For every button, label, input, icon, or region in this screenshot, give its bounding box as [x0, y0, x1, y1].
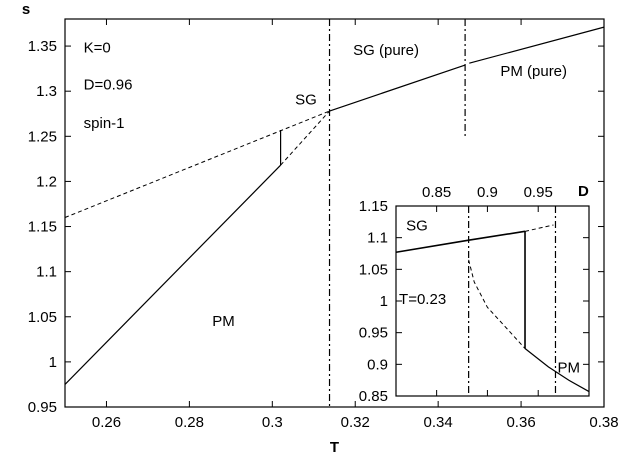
main-ytick-label: 1.3: [36, 83, 57, 100]
inset-ytick-label: 1.05: [359, 261, 388, 278]
inset-ytick-label: 1: [380, 293, 388, 310]
inset-series-line: [524, 348, 590, 393]
main-xtick-label: 0.26: [92, 414, 121, 431]
main-series-line: [64, 110, 330, 218]
inset-xtick-label: 0.85: [422, 184, 451, 201]
x-axis-label: T: [330, 439, 339, 456]
y-axis-label: s: [22, 1, 30, 18]
main-plot-frame: [64, 18, 605, 408]
main-xtick-label: 0.32: [341, 414, 370, 431]
main-region-label: SG (pure): [353, 42, 419, 59]
main-series-line: [329, 64, 466, 112]
main-region-label: PM: [212, 313, 235, 330]
inset-series-line: [395, 230, 526, 254]
main-xtick-label: 0.3: [262, 414, 283, 431]
inset-region-label: T=0.23: [399, 291, 446, 308]
main-region-label: PM (pure): [500, 63, 567, 80]
inset-plot-frame: [395, 205, 590, 397]
main-region-label: SG: [295, 92, 317, 109]
main-ytick-label: 1.05: [28, 309, 57, 326]
main-xtick-label: 0.36: [506, 414, 535, 431]
inset-ytick-label: 0.95: [359, 325, 388, 342]
main-region-label: K=0: [84, 39, 111, 56]
main-ytick-label: 1.25: [28, 128, 57, 145]
inset-chart: 0.85 0.9 0.95 1 1.05 1.1 1.15 0.85 0.9 0.95 SG T=0.…: [359, 183, 590, 405]
main-xtick-label: 0.28: [175, 414, 204, 431]
inset-ytick-label: 0.9: [367, 356, 388, 373]
main-ytick-label: 1.35: [28, 38, 57, 55]
main-series-line: [280, 110, 330, 166]
main-ytick-label: 1.15: [28, 219, 57, 236]
main-ytick-label: 1.2: [36, 173, 57, 190]
inset-ytick-label: 1.15: [359, 198, 388, 215]
main-series-line: [64, 164, 282, 385]
inset-ytick-label: 1.1: [367, 230, 388, 247]
inset-ytick-label: 0.85: [359, 388, 388, 405]
main-ytick-label: 0.95: [28, 399, 57, 416]
main-xtick-label: 0.34: [424, 414, 453, 431]
main-ytick-label: 1.1: [36, 264, 57, 281]
inset-series-line: [524, 224, 554, 232]
main-ytick-label: 1: [49, 354, 57, 371]
inset-series-line: [468, 259, 526, 349]
main-xtick-label: 0.38: [589, 414, 618, 431]
inset-region-label: SG: [406, 218, 428, 235]
inset-xtick-label: 0.9: [477, 184, 498, 201]
inset-region-label: PM: [558, 360, 581, 377]
main-region-label: spin-1: [84, 115, 125, 132]
inset-xtick-label: 0.95: [524, 184, 553, 201]
main-series-line: [469, 26, 605, 64]
inset-x-axis-label: D: [578, 183, 589, 200]
main-region-label: D=0.96: [84, 76, 133, 93]
main-chart: 0.95 1 1.05 1.1 1.15 1.2 1.25 1.3 1.35 0.26 0.28 0.…: [22, 1, 619, 456]
